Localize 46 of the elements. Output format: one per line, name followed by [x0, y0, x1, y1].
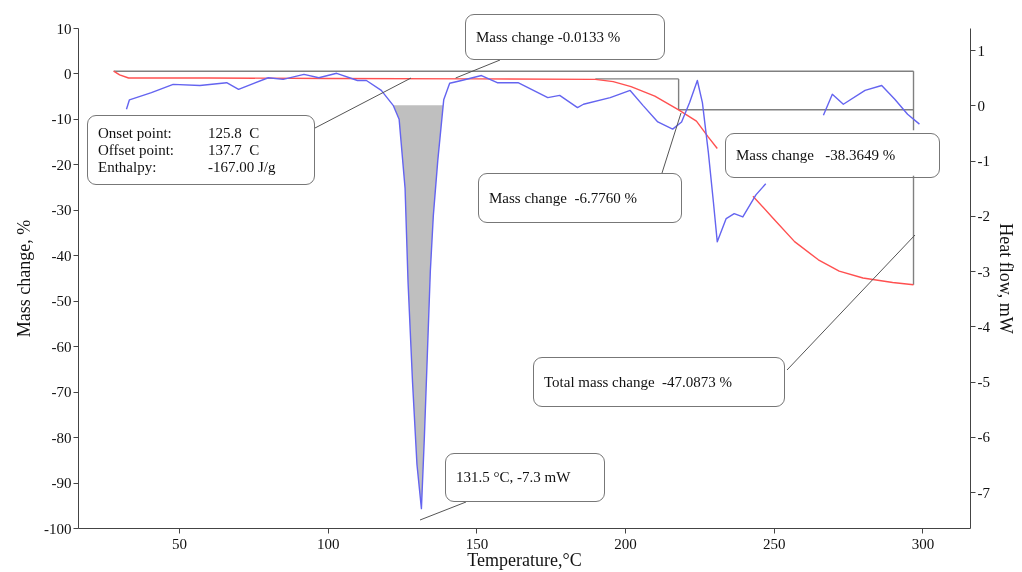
y2-tick-label: 0 [977, 97, 985, 114]
y2-tick-label: -3 [977, 263, 990, 280]
x-tick-label: 200 [614, 535, 637, 552]
y2-tick-label: -2 [977, 208, 990, 225]
annotation: -167.00 J/g [207, 158, 276, 176]
y2-tick-label: -5 [977, 374, 990, 391]
y2-tick-label: -6 [977, 429, 991, 446]
x-tick-label: 100 [317, 535, 340, 552]
x-tick-label: 50 [172, 535, 188, 552]
y2-tick-label: 1 [977, 42, 985, 59]
x-tick-label: 250 [763, 535, 786, 552]
y-tick-label: -10 [51, 111, 72, 128]
x-tick-label: 300 [911, 535, 935, 552]
y-tick-label: -40 [51, 247, 72, 264]
x-axis-title: Temperature,°C [467, 549, 582, 570]
y-tick-label: -70 [51, 384, 72, 401]
y2-tick-label: -7 [977, 484, 991, 501]
y-tick-label: 0 [64, 65, 72, 82]
annotation: Total mass change -47.0873 % [544, 373, 733, 390]
annotation: Onset point: [98, 124, 173, 142]
y-tick-label: -80 [51, 429, 72, 446]
annotation: 137.7 C [207, 141, 261, 159]
y-tick-label: -30 [51, 202, 72, 219]
y-tick-label: -100 [44, 520, 72, 537]
callout-box: 131.5 °C, -7.3 mW [445, 453, 605, 502]
y-tick-label: -60 [51, 338, 72, 355]
y-tick-label: -20 [51, 156, 72, 173]
x-tick-label: 150 [465, 535, 489, 552]
annotation: 131.5 °C, -7.3 mW [456, 469, 571, 485]
annotation: Offset point: [98, 141, 174, 159]
y-tick-label: -90 [51, 475, 72, 492]
y-tick-label: 10 [56, 20, 72, 37]
annotation: Mass change -0.0133 % [476, 28, 621, 45]
y-tick-label: -50 [51, 293, 72, 310]
annotation: 125.8 C [207, 124, 261, 142]
annotation: Enthalpy: [98, 158, 158, 176]
callout-box: Total mass change -47.0873 % [533, 357, 785, 407]
annotation: Mass change -38.3649 % [736, 147, 896, 163]
y-axis-title: Mass change, % [14, 219, 34, 338]
callout-box: Mass change -6.7760 % [478, 173, 682, 223]
callout-box: Mass change -38.3649 % [725, 133, 940, 178]
y2-tick-label: -4 [977, 318, 991, 335]
y2-tick-label: -1 [977, 153, 990, 170]
callout-box: Mass change -0.0133 % [465, 14, 665, 60]
annotation: Mass change -6.7760 % [489, 189, 637, 206]
y2-axis-title: Heat flow, mW [996, 223, 1016, 334]
